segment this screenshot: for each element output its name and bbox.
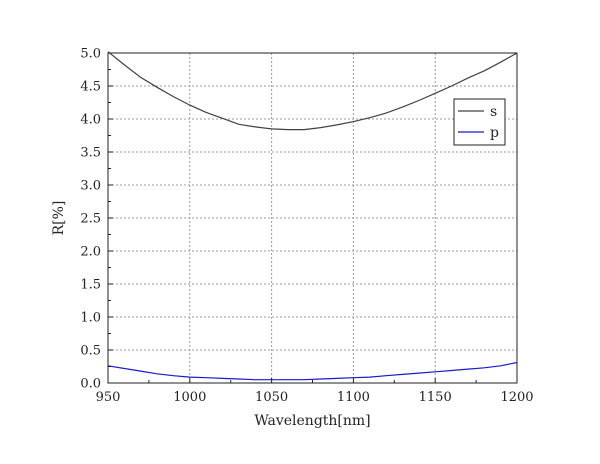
x-tick-label: 950 xyxy=(96,390,121,405)
x-tick-label: 1000 xyxy=(173,390,206,405)
x-tick-label: 1050 xyxy=(255,390,288,405)
y-axis-title: R[%] xyxy=(51,201,67,236)
y-tick-label: 2.0 xyxy=(80,245,101,260)
y-tick-labels: 0.0 0.5 1.0 1.5 2.0 2.5 3.0 3.5 4.0 4.5 5.0 xyxy=(80,47,101,392)
y-tick-label: 4.0 xyxy=(80,113,101,128)
y-tick-label: 3.5 xyxy=(80,146,101,161)
series-line-s xyxy=(107,51,518,131)
legend-box xyxy=(453,98,506,146)
y-tick-label: 1.0 xyxy=(80,311,101,326)
series-lines xyxy=(107,51,518,381)
axis-ticks xyxy=(107,52,518,384)
x-tick-label: 1150 xyxy=(419,390,452,405)
legend-label-s: s xyxy=(490,104,497,120)
x-tick-label: 1100 xyxy=(337,390,370,405)
y-tick-label: 0.5 xyxy=(80,344,101,359)
y-tick-label: 3.0 xyxy=(80,179,101,194)
y-tick-label: 2.5 xyxy=(80,212,101,227)
series-line-p xyxy=(107,361,518,381)
x-tick-labels: 950 1000 1050 1100 1150 1200 xyxy=(96,390,534,405)
grid-lines xyxy=(108,53,517,383)
y-tick-label: 0.0 xyxy=(80,377,101,392)
x-axis-title: Wavelength[nm] xyxy=(254,413,370,429)
x-tick-label: 1200 xyxy=(500,390,533,405)
legend-label-p: p xyxy=(490,125,499,141)
y-tick-label: 5.0 xyxy=(80,47,101,62)
y-tick-label: 4.5 xyxy=(80,80,101,95)
legend: sp xyxy=(453,98,506,146)
y-tick-label: 1.5 xyxy=(80,278,101,293)
